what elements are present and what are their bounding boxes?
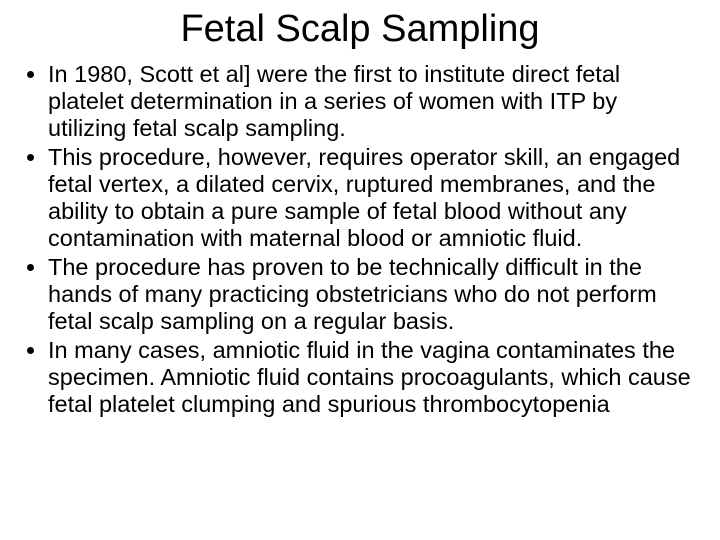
list-item: This procedure, however, requires operat…: [48, 144, 700, 252]
list-item: In many cases, amniotic fluid in the vag…: [48, 337, 700, 418]
list-item: In 1980, Scott et al] were the first to …: [48, 61, 700, 142]
slide: Fetal Scalp Sampling In 1980, Scott et a…: [0, 0, 720, 540]
list-item: The procedure has proven to be technical…: [48, 254, 700, 335]
slide-title: Fetal Scalp Sampling: [20, 8, 700, 51]
bullet-list: In 1980, Scott et al] were the first to …: [20, 61, 700, 418]
